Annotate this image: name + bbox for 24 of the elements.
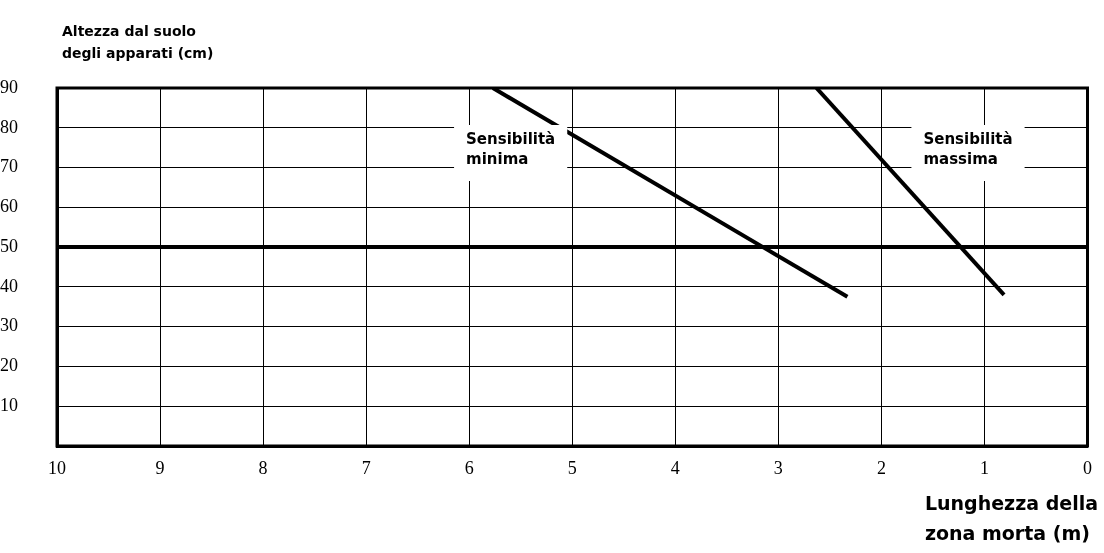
series-label: Sensibilità massima bbox=[923, 130, 1013, 169]
x-tick-label: 9 bbox=[155, 457, 165, 478]
y-tick-label: 70 bbox=[0, 156, 18, 177]
series-label: Sensibilità minima bbox=[466, 130, 556, 169]
x-tick-label: 5 bbox=[567, 457, 577, 478]
x-tick-label: 3 bbox=[773, 457, 783, 478]
y-tick-label: 90 bbox=[0, 76, 18, 97]
x-tick-label: 2 bbox=[876, 457, 886, 478]
x-tick-label: 8 bbox=[258, 457, 268, 478]
x-axis-title: Lunghezza della zona morta (m) bbox=[924, 491, 1098, 546]
y-tick-label: 10 bbox=[0, 394, 18, 415]
x-tick-label: 6 bbox=[464, 457, 474, 478]
y-tick-label: 80 bbox=[0, 116, 18, 137]
x-tick-label: 10 bbox=[48, 457, 66, 478]
x-tick-label: 0 bbox=[1083, 457, 1092, 478]
y-tick-label: 60 bbox=[0, 196, 18, 217]
x-tick-label: 4 bbox=[670, 457, 680, 478]
y-tick-label: 30 bbox=[0, 315, 18, 336]
x-tick-label: 1 bbox=[979, 457, 989, 478]
y-axis-title: Altezza dal suolo degli apparati (cm) bbox=[62, 22, 214, 63]
x-tick-label: 7 bbox=[361, 457, 371, 478]
y-tick-label: 50 bbox=[0, 235, 18, 256]
y-tick-label: 40 bbox=[0, 275, 18, 296]
y-tick-label: 20 bbox=[0, 355, 18, 376]
